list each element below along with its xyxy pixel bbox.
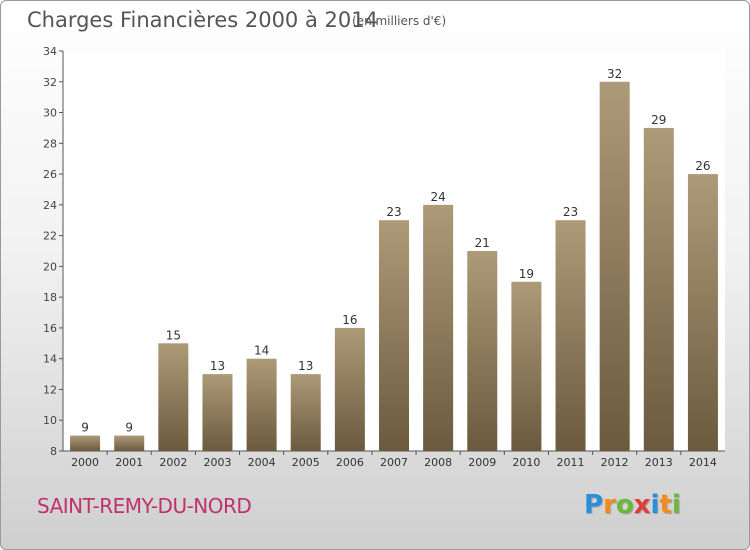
x-tick-label: 2006	[336, 456, 364, 469]
y-tick-label: 12	[43, 383, 57, 396]
y-tick-label: 32	[43, 76, 57, 89]
data-label: 13	[210, 359, 225, 373]
data-label: 15	[166, 328, 181, 342]
data-label: 16	[342, 313, 357, 327]
bar	[202, 374, 233, 451]
x-tick-label: 2010	[512, 456, 540, 469]
y-tick-label: 14	[43, 353, 57, 366]
y-tick-label: 30	[43, 107, 57, 120]
data-labels: 9 9 15 13 14 13 16 23 24 21 19 23 32 29 26	[81, 67, 710, 435]
x-tick-label: 2002	[159, 456, 187, 469]
bar	[467, 251, 498, 451]
logo-letter: P	[584, 490, 604, 520]
bar	[246, 358, 277, 451]
bars	[70, 81, 718, 452]
bar	[555, 220, 586, 451]
x-tick-label: 2000	[71, 456, 99, 469]
chart-subtitle: (en milliers d'€)	[352, 14, 447, 28]
x-tick-label: 2001	[115, 456, 143, 469]
data-label: 26	[695, 159, 710, 173]
proxiti-logo: Proxiti	[584, 490, 681, 520]
data-label: 23	[563, 205, 578, 219]
data-label: 14	[254, 344, 269, 358]
bar	[158, 343, 189, 451]
x-tick-label: 2014	[689, 456, 717, 469]
logo-letter: x	[633, 490, 651, 520]
y-tick-label: 24	[43, 199, 57, 212]
y-tick-label: 34	[43, 45, 57, 58]
x-tick-label: 2003	[203, 456, 231, 469]
data-label: 19	[519, 267, 534, 281]
bar	[334, 327, 365, 451]
y-tick-label: 26	[43, 168, 57, 181]
x-tick-label: 2009	[468, 456, 496, 469]
x-tick-label: 2012	[601, 456, 629, 469]
data-label: 32	[607, 67, 622, 81]
y-tick-label: 18	[43, 291, 57, 304]
bar	[643, 127, 674, 451]
bar	[687, 174, 718, 452]
x-tick-label: 2005	[292, 456, 320, 469]
x-tick-label: 2013	[645, 456, 673, 469]
city-name: SAINT-REMY-DU-NORD	[37, 494, 252, 518]
y-tick-label: 20	[43, 260, 57, 273]
bar	[511, 281, 542, 451]
y-axis: 8 10 12 14 16 18 20 22 24 26 28 30 32 34	[43, 45, 64, 458]
chart-title: Charges Financières 2000 à 2014	[27, 8, 378, 32]
logo-letter: o	[615, 490, 634, 520]
bar	[114, 435, 145, 451]
bar	[423, 204, 454, 451]
logo-letter: i	[671, 490, 681, 520]
data-label: 24	[430, 190, 445, 204]
data-label: 23	[386, 205, 401, 219]
bar	[599, 81, 630, 452]
data-label: 13	[298, 359, 313, 373]
y-tick-label: 22	[43, 230, 57, 243]
y-tick-label: 16	[43, 322, 57, 335]
bar	[70, 435, 101, 451]
x-tick-label: 2007	[380, 456, 408, 469]
data-label: 21	[475, 236, 490, 250]
x-axis: 2000 2001 2002 2003 2004 2005 2006 2007 2008 2009…	[63, 450, 725, 469]
data-label: 29	[651, 113, 666, 127]
y-tick-label: 28	[43, 137, 57, 150]
x-tick-label: 2008	[424, 456, 452, 469]
logo-letter: i	[650, 490, 660, 520]
bar	[290, 374, 321, 451]
bar	[378, 220, 410, 451]
y-tick-label: 8	[50, 445, 57, 458]
x-tick-label: 2011	[557, 456, 585, 469]
logo-letter: t	[659, 490, 672, 520]
logo-letter: r	[603, 490, 616, 520]
data-label: 9	[125, 421, 133, 435]
x-tick-label: 2004	[248, 456, 276, 469]
data-label: 9	[81, 421, 89, 435]
y-tick-label: 10	[43, 414, 57, 427]
